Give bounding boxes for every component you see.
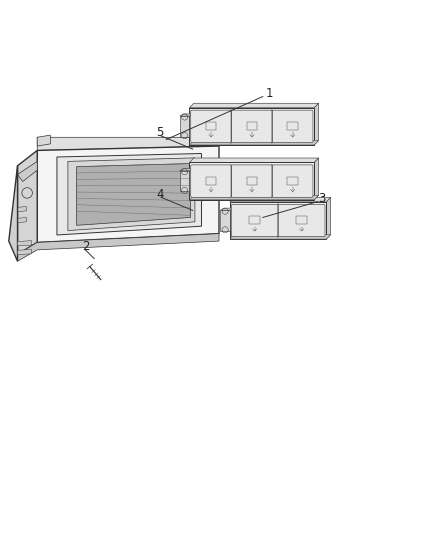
Text: 3: 3 [318,192,325,205]
Bar [180,116,189,136]
Polygon shape [68,158,195,231]
Polygon shape [18,241,32,246]
FancyBboxPatch shape [231,165,272,197]
Polygon shape [314,158,318,200]
Bar [296,216,307,224]
Polygon shape [37,146,219,243]
Polygon shape [189,141,318,145]
Bar [250,216,260,224]
Bar [287,122,298,130]
Polygon shape [230,235,331,239]
FancyBboxPatch shape [278,204,325,237]
Polygon shape [37,138,219,150]
Polygon shape [220,208,233,211]
Polygon shape [77,164,191,225]
Bar [287,177,298,184]
FancyBboxPatch shape [272,165,313,197]
Bar [230,202,326,239]
Polygon shape [18,161,37,182]
Polygon shape [189,195,318,200]
Polygon shape [326,197,331,239]
Polygon shape [230,197,331,202]
Polygon shape [18,150,37,254]
Bar [189,163,314,200]
Text: 4: 4 [156,188,164,201]
Polygon shape [180,114,193,116]
Polygon shape [9,166,18,261]
FancyBboxPatch shape [231,110,272,142]
FancyBboxPatch shape [191,110,231,142]
Text: 1: 1 [265,87,273,100]
Polygon shape [18,233,219,261]
Bar [206,122,216,130]
FancyBboxPatch shape [231,204,278,237]
Polygon shape [18,206,26,212]
Polygon shape [57,154,201,235]
Polygon shape [189,158,318,163]
Bar [247,122,257,130]
Polygon shape [37,135,50,146]
Bar [220,211,230,231]
Polygon shape [18,217,26,223]
Bar [189,108,314,145]
Text: 2: 2 [81,240,89,253]
Bar [247,177,257,184]
Polygon shape [189,103,318,108]
FancyBboxPatch shape [191,165,231,197]
Text: 5: 5 [156,126,163,140]
Bar [206,177,216,184]
Bar [180,171,189,191]
Polygon shape [18,249,32,255]
FancyBboxPatch shape [272,110,313,142]
Polygon shape [314,103,318,145]
Polygon shape [180,168,193,171]
